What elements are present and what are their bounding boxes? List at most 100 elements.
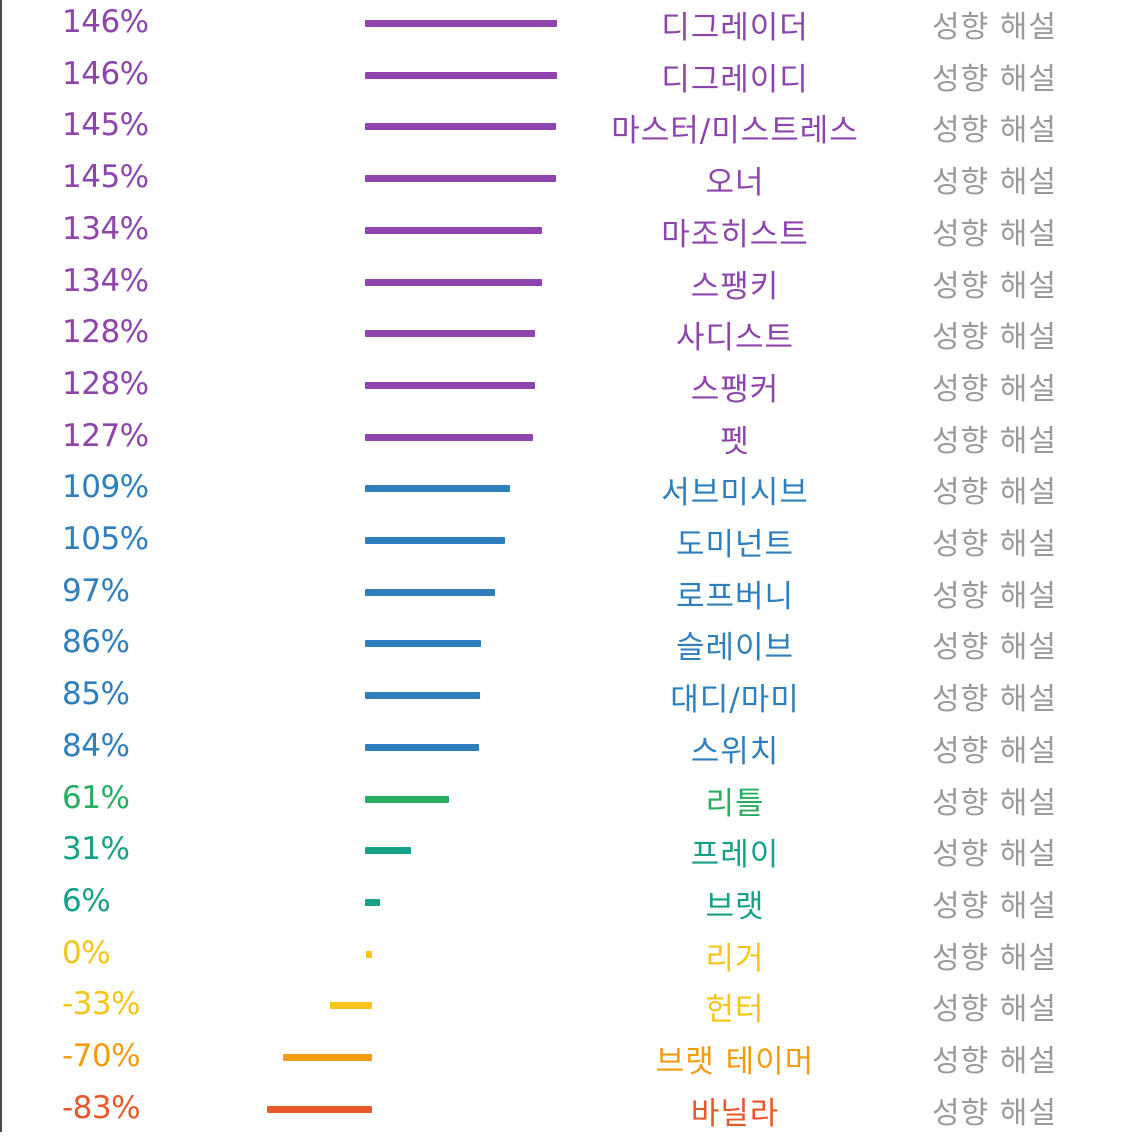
type-name: 바닐라 [690, 1095, 780, 1132]
percent-bar [266, 1105, 372, 1113]
type-explanation-link[interactable]: 성향 해설 [932, 475, 1057, 511]
result-row: -33% 헌터 성향 해설 [0, 984, 1132, 1036]
type-name: 스팽키 [690, 268, 780, 305]
type-name: 마스터/미스트레스 [611, 113, 859, 150]
result-row: 128% 사디스트 성향 해설 [0, 312, 1132, 364]
percent-label: 105% [62, 521, 149, 557]
result-row: 134% 스팽키 성향 해설 [0, 261, 1132, 313]
percent-bar [365, 330, 535, 338]
type-explanation-link[interactable]: 성향 해설 [932, 371, 1057, 407]
percent-label: 61% [62, 779, 130, 816]
type-explanation-link[interactable]: 성향 해설 [932, 733, 1057, 769]
percent-bar [365, 175, 557, 183]
type-name: 오너 [705, 165, 765, 202]
percent-label: 84% [62, 727, 130, 764]
type-name: 대디/마미 [670, 682, 800, 719]
percent-label: 128% [62, 314, 149, 351]
type-name: 스위치 [690, 733, 780, 770]
result-row: 146% 디그레이더 성향 해설 [0, 2, 1132, 54]
percent-bar [365, 537, 506, 544]
type-explanation-link[interactable]: 성향 해설 [932, 268, 1057, 304]
percent-bar [365, 640, 482, 648]
percent-bar [365, 898, 380, 906]
type-explanation-link[interactable]: 성향 해설 [932, 527, 1057, 562]
type-name: 리틀 [705, 785, 765, 822]
percent-bar [365, 588, 496, 596]
type-name: 헌터 [705, 992, 765, 1029]
percent-label: 6% [62, 882, 111, 919]
percent-label: -33% [62, 986, 141, 1023]
percent-bar [283, 1054, 372, 1061]
type-explanation-link[interactable]: 성향 해설 [932, 1095, 1057, 1131]
percent-label: 134% [62, 262, 149, 299]
percent-bar [365, 278, 543, 286]
type-explanation-link[interactable]: 성향 해설 [932, 423, 1057, 459]
type-explanation-link[interactable]: 성향 해설 [932, 837, 1057, 873]
percent-label: 134% [62, 210, 149, 247]
percent-bar [365, 743, 479, 751]
percent-bar [365, 123, 557, 131]
type-explanation-link[interactable]: 성향 해설 [932, 992, 1057, 1028]
type-name: 서브미시브 [661, 475, 809, 512]
type-name: 펫 [720, 423, 750, 460]
result-row: 146% 디그레이디 성향 해설 [0, 54, 1132, 106]
percent-label: -70% [62, 1038, 141, 1074]
result-row: 61% 리틀 성향 해설 [0, 778, 1132, 830]
result-row: 31% 프레이 성향 해설 [0, 829, 1132, 881]
type-name: 프레이 [690, 837, 780, 874]
type-explanation-link[interactable]: 성향 해설 [932, 10, 1057, 45]
type-explanation-link[interactable]: 성향 해설 [932, 682, 1057, 718]
percent-label: 145% [62, 107, 149, 144]
percent-bar [365, 433, 534, 441]
percent-bar [366, 950, 372, 958]
type-name: 디그레이더 [661, 10, 809, 46]
percent-label: 109% [62, 469, 149, 506]
result-row: -70% 브랫 테이머 성향 해설 [0, 1036, 1132, 1088]
percent-label: 31% [62, 831, 130, 868]
result-row: 6% 브랫 성향 해설 [0, 881, 1132, 933]
type-name: 브랫 테이머 [655, 1044, 815, 1080]
result-row: 134% 마조히스트 성향 해설 [0, 209, 1132, 261]
type-name: 디그레이디 [661, 61, 809, 98]
result-row: 84% 스위치 성향 해설 [0, 726, 1132, 778]
percent-label: 127% [62, 417, 149, 454]
type-explanation-link[interactable]: 성향 해설 [932, 216, 1057, 252]
percent-bar [365, 847, 412, 855]
result-row: 145% 마스터/미스트레스 성향 해설 [0, 105, 1132, 157]
type-explanation-link[interactable]: 성향 해설 [932, 940, 1057, 976]
type-explanation-link[interactable]: 성향 해설 [932, 61, 1057, 97]
result-row: 145% 오너 성향 해설 [0, 157, 1132, 209]
type-explanation-link[interactable]: 성향 해설 [932, 1044, 1057, 1079]
percent-bar [365, 485, 511, 493]
percent-label: 146% [62, 4, 149, 40]
type-explanation-link[interactable]: 성향 해설 [932, 888, 1057, 924]
result-row: 128% 스팽커 성향 해설 [0, 364, 1132, 416]
result-row: 127% 펫 성향 해설 [0, 416, 1132, 468]
percent-bar [365, 381, 535, 389]
percent-bar [330, 1002, 372, 1010]
type-name: 브랫 [705, 888, 765, 925]
percent-label: 146% [62, 55, 149, 92]
percent-bar [365, 692, 480, 700]
percent-label: 97% [62, 572, 130, 609]
result-row: 86% 슬레이브 성향 해설 [0, 622, 1132, 674]
type-explanation-link[interactable]: 성향 해설 [932, 578, 1057, 614]
percent-bar [365, 226, 543, 234]
type-name: 슬레이브 [675, 630, 795, 667]
type-name: 도미넌트 [675, 527, 795, 563]
result-row: -83% 바닐라 성향 해설 [0, 1088, 1132, 1140]
result-row: 0% 리거 성향 해설 [0, 933, 1132, 985]
type-explanation-link[interactable]: 성향 해설 [932, 165, 1057, 201]
type-explanation-link[interactable]: 성향 해설 [932, 785, 1057, 821]
type-explanation-link[interactable]: 성향 해설 [932, 630, 1057, 666]
percent-label: 0% [62, 934, 111, 971]
percent-label: 85% [62, 676, 130, 713]
type-name: 사디스트 [675, 320, 795, 357]
left-border [0, 0, 2, 1132]
percent-label: 86% [62, 624, 130, 661]
type-explanation-link[interactable]: 성향 해설 [932, 320, 1057, 356]
percent-bar [365, 20, 558, 27]
type-explanation-link[interactable]: 성향 해설 [932, 113, 1057, 149]
percent-bar [365, 795, 450, 803]
